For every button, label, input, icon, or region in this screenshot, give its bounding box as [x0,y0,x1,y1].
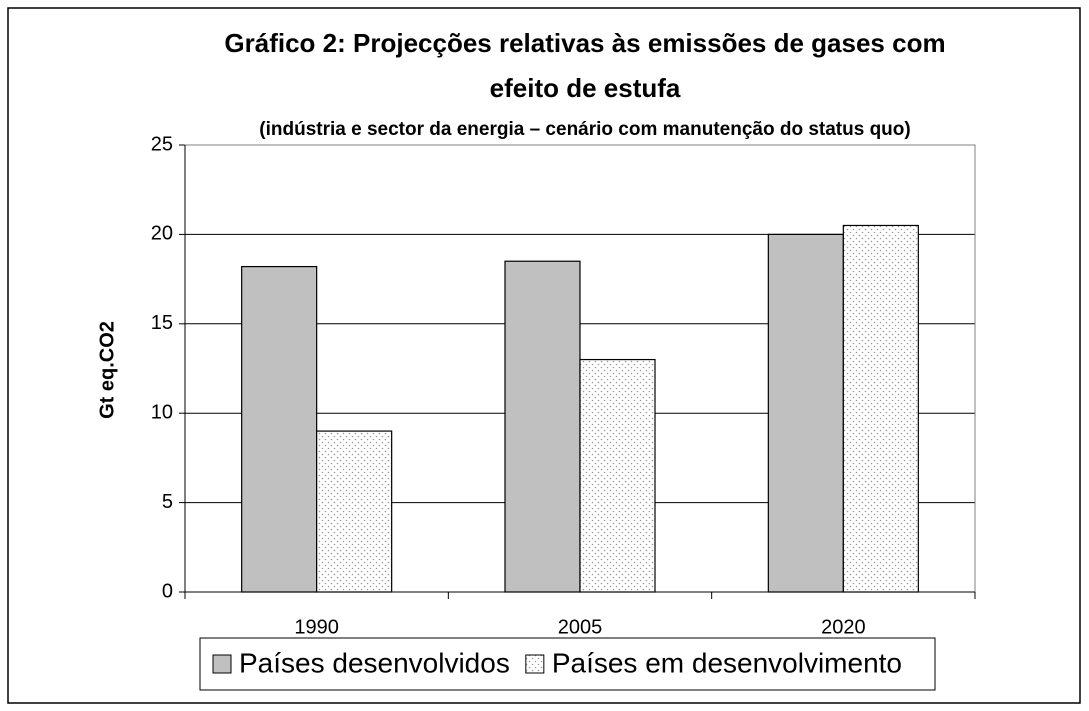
legend-swatch [212,654,232,674]
legend-swatch [525,654,545,674]
y-tick-label: 5 [162,491,173,513]
y-tick-label: 15 [151,312,173,334]
bar [579,358,656,593]
x-tick-label: 2005 [558,616,603,638]
bar [842,224,919,593]
y-tick-label: 10 [151,401,173,423]
legend-box [199,637,936,691]
y-tick-label: 25 [151,133,173,155]
x-tick-label: 1990 [294,616,339,638]
bar [316,430,393,593]
chart-subtitle: (indústria e sector da energia – cenário… [259,119,910,140]
x-tick-label: 2020 [821,616,866,638]
legend-label: Países em desenvolvimento [552,647,902,678]
bar [767,233,844,593]
chart-title: Gráfico 2: Projecções relativas às emiss… [224,28,945,58]
chart-title: efeito de estufa [490,73,681,103]
legend-label: Países desenvolvidos [239,647,510,678]
y-axis-label: Gt eq.CO2 [96,321,118,419]
y-tick-label: 20 [151,223,173,245]
bar [504,260,581,593]
y-tick-label: 0 [162,580,173,602]
bar [241,265,318,593]
